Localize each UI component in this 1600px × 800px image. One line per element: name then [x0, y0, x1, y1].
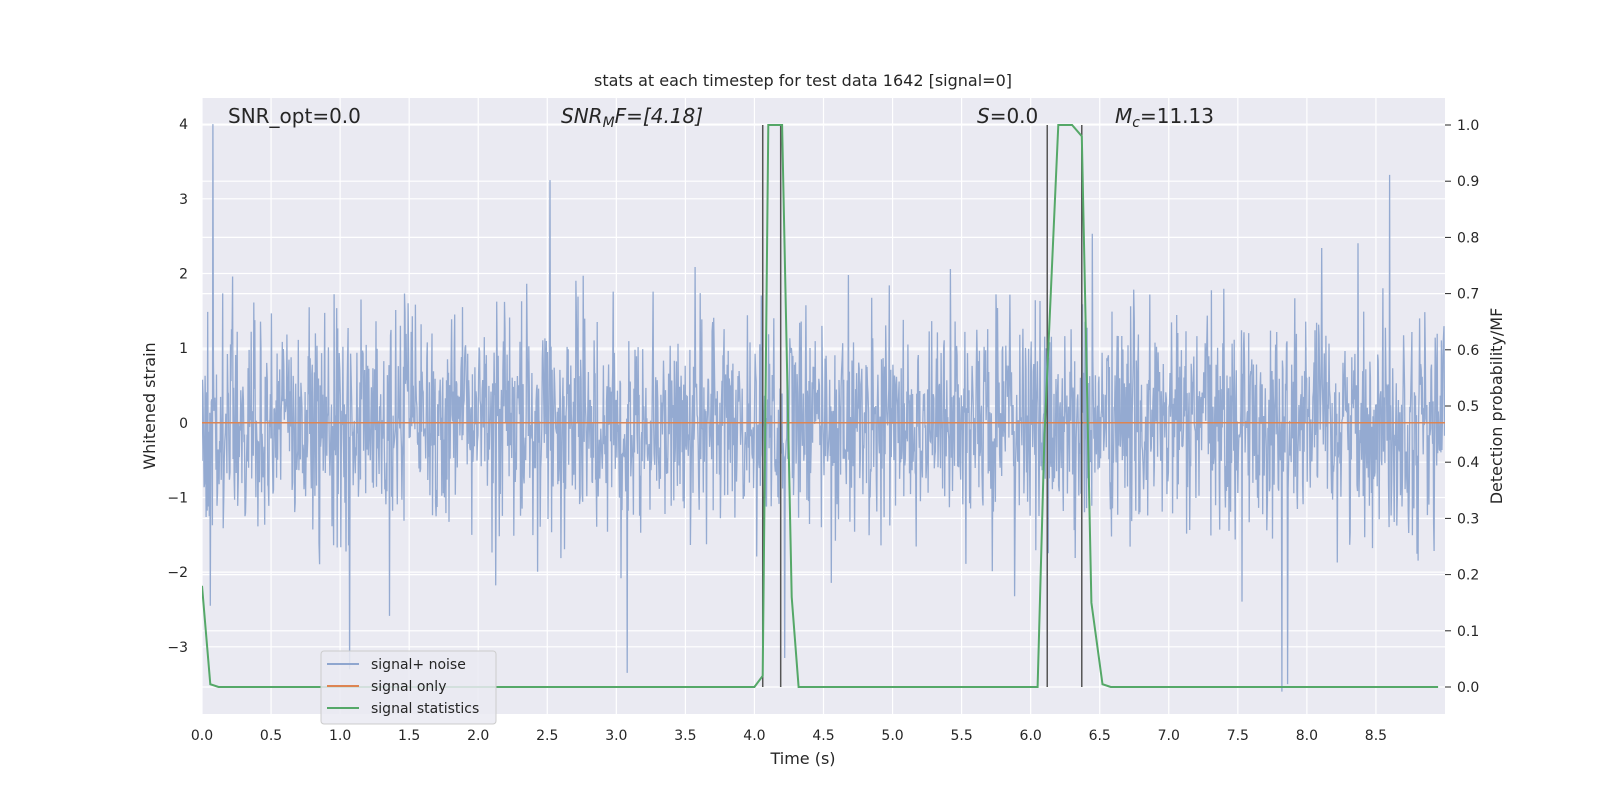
y-tick-label-right: 0.3	[1457, 511, 1479, 527]
x-axis-label: Time (s)	[769, 749, 835, 768]
y-tick-label-right: 0.4	[1457, 455, 1479, 471]
x-tick-label: 4.0	[743, 728, 765, 744]
legend: signal+ noise signal only signal statist…	[320, 650, 497, 725]
x-axis-ticks: 0.0 0.5 1.0 1.5 2.0 2.5 3.0 3.5 4.0 4.5 5.0 5.5 6.0 6…	[191, 728, 1387, 744]
x-tick-label: 8.0	[1296, 728, 1318, 744]
x-tick-label: 3.0	[605, 728, 627, 744]
chart-title: stats at each timestep for test data 164…	[594, 71, 1012, 90]
y-axis-right-ticks: 1.0 0.9 0.8 0.7 0.6 0.5 0.4 0.3 0.2 0.1 0.0	[1445, 118, 1479, 696]
x-tick-label: 3.5	[674, 728, 696, 744]
plot-area	[202, 124, 1445, 692]
x-tick-label: 7.5	[1227, 728, 1249, 744]
y-tick-label-left: −3	[167, 640, 188, 656]
x-tick-label: 8.5	[1365, 728, 1387, 744]
x-tick-label: 1.0	[329, 728, 351, 744]
y-tick-label-right: 0.7	[1457, 287, 1479, 303]
series-signal-noise	[202, 124, 1445, 692]
x-tick-label: 2.5	[536, 728, 558, 744]
x-tick-label: 5.5	[950, 728, 972, 744]
annotation-snr-mf: SNRMF=[4.18]	[561, 104, 703, 131]
y-tick-label-right: 0.2	[1457, 568, 1479, 584]
annotation-mc: Mc=11.13	[1115, 104, 1214, 131]
series-signal-statistics	[202, 124, 1439, 688]
y-tick-label-right: 0.8	[1457, 230, 1479, 246]
y-tick-label-left: 3	[179, 192, 188, 208]
signal-statistics-line	[202, 124, 1439, 688]
y-tick-label-right: 0.5	[1457, 399, 1479, 415]
legend-box	[320, 650, 497, 725]
y-tick-label-right: 0.0	[1457, 680, 1479, 696]
gridlines	[201, 98, 1445, 714]
y-tick-label-left: 2	[179, 266, 188, 282]
x-tick-label: 6.0	[1020, 728, 1042, 744]
x-tick-label: 4.5	[812, 728, 834, 744]
y-axis-left-ticks: 4 3 2 1 0 −1 −2 −3	[167, 117, 188, 656]
x-tick-label: 5.0	[881, 728, 903, 744]
x-tick-label: 6.5	[1089, 728, 1111, 744]
y-tick-label-right: 0.1	[1457, 624, 1479, 640]
y-axis-left-label: Whitened strain	[140, 342, 159, 469]
y-tick-label-left: 0	[179, 416, 188, 432]
legend-label-signal-statistics: signal statistics	[371, 701, 479, 717]
y-tick-label-left: 4	[179, 117, 188, 133]
x-tick-label: 7.0	[1158, 728, 1180, 744]
y-tick-label-left: 1	[179, 341, 188, 357]
signal-noise-line	[202, 124, 1445, 692]
y-axis-right-label: Detection probability/MF	[1487, 308, 1506, 505]
legend-label-signal-only: signal only	[371, 679, 446, 695]
legend-label-signal-noise: signal+ noise	[371, 657, 466, 673]
y-tick-label-right: 0.6	[1457, 343, 1479, 359]
x-tick-label: 0.5	[260, 728, 282, 744]
y-tick-label-left: −2	[167, 565, 188, 581]
y-tick-label-left: −1	[167, 490, 188, 506]
annotation-s: S=0.0	[977, 104, 1038, 128]
y-tick-label-right: 0.9	[1457, 174, 1479, 190]
x-tick-label: 1.5	[398, 728, 420, 744]
x-tick-label: 0.0	[191, 728, 213, 744]
x-tick-label: 2.0	[467, 728, 489, 744]
annotation-snr-opt: SNR_opt=0.0	[228, 104, 361, 128]
y-tick-label-right: 1.0	[1457, 118, 1479, 134]
